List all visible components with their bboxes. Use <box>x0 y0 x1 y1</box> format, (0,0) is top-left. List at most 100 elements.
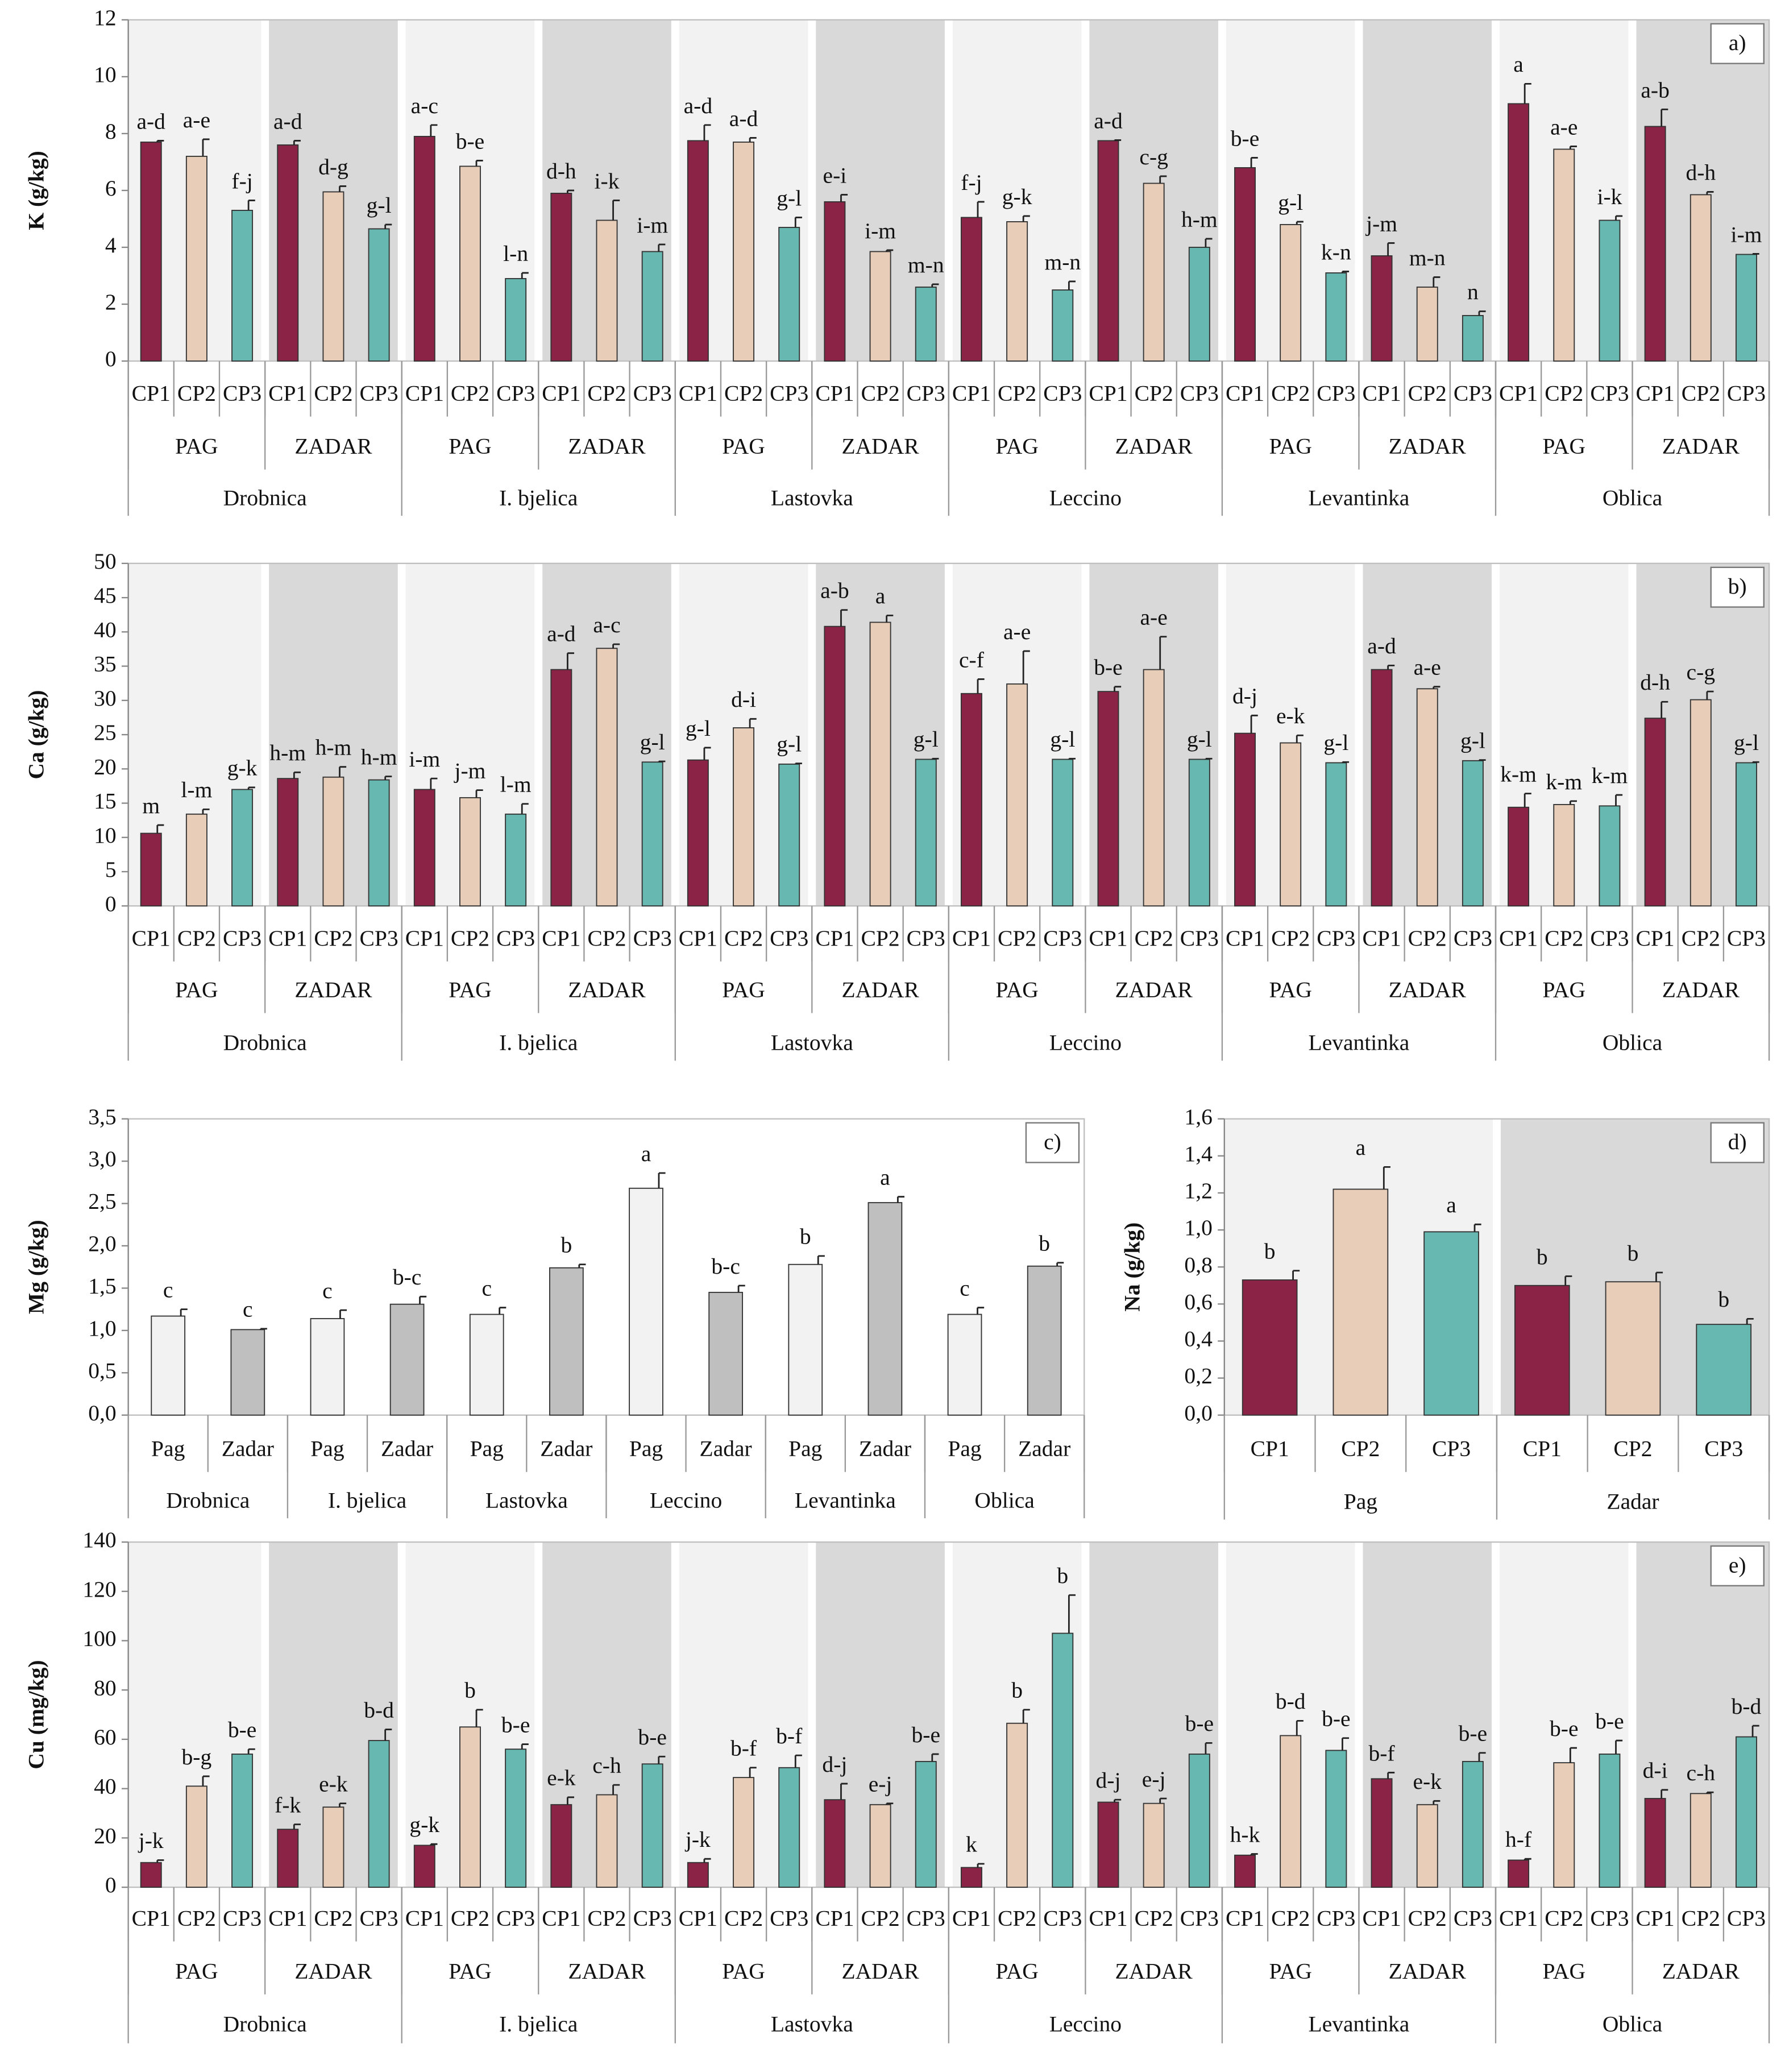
x-tick-label: CP3 <box>1727 381 1766 406</box>
x-group-label: ZADAR <box>1389 434 1467 459</box>
significance-label: d-h <box>1640 670 1670 695</box>
significance-label: g-k <box>1002 184 1032 209</box>
bar <box>824 1799 846 1888</box>
x-tick-label: CP3 <box>360 381 398 406</box>
y-tick-label: 6 <box>105 176 117 201</box>
x-tick-label: CP3 <box>1704 1436 1743 1461</box>
error-bar <box>1751 761 1759 763</box>
bar <box>1553 1762 1575 1888</box>
significance-label: e-k <box>1413 1769 1442 1794</box>
significance-label: j-k <box>138 1828 164 1853</box>
bar <box>1644 718 1666 907</box>
error-bar <box>840 194 848 202</box>
error-bar <box>1615 215 1623 221</box>
significance-label: b-e <box>1185 1711 1214 1736</box>
panel-label-box <box>1710 1545 1765 1586</box>
x-group-label: ZADAR <box>1662 1958 1740 1983</box>
y-tick-label: 10 <box>94 62 117 87</box>
significance-label: b <box>561 1233 572 1258</box>
significance-label: b-f <box>1368 1741 1395 1766</box>
x-tick-label: CP2 <box>861 926 900 951</box>
x-tick-label: CP1 <box>1636 926 1675 951</box>
panel-label: c) <box>1044 1129 1061 1154</box>
error-bar <box>977 1863 985 1868</box>
bar <box>1188 1753 1210 1888</box>
bar <box>687 1862 709 1888</box>
bar <box>1188 759 1210 907</box>
significance-label: b-e <box>1595 1709 1624 1734</box>
significance-label: a-e <box>1414 655 1441 680</box>
x-tick-label: CP1 <box>679 1905 717 1930</box>
bar <box>1644 126 1666 362</box>
significance-label: d-i <box>731 687 756 712</box>
x-group-label: ZADAR <box>568 434 646 459</box>
x-tick-label: CP2 <box>1682 381 1720 406</box>
significance-label: b-e <box>1231 126 1259 151</box>
panel: 0 5 10 15 20 25 30 35 40 45 50 Ca (g/kg) b) m l-m g-k h-… <box>24 549 1770 1061</box>
x-tick-label: Pag <box>470 1436 504 1461</box>
bar <box>867 1202 903 1416</box>
x-tick-label: CP1 <box>1636 381 1675 406</box>
error-bar <box>1524 793 1531 807</box>
significance-label: g-l <box>914 727 939 752</box>
panel: 0,0 0,2 0,4 0,6 0,8 1,0 1,2 1,4 1,6 Na (g/kg) d) b a… <box>1120 1104 1770 1520</box>
x-group-label: PAG <box>995 434 1038 459</box>
bar <box>1553 804 1575 907</box>
x-tick-label: CP3 <box>770 926 808 951</box>
bar <box>1508 806 1530 907</box>
bar <box>1280 1735 1302 1888</box>
x-group-label: ZADAR <box>841 977 919 1002</box>
y-tick-label: 8 <box>105 119 117 144</box>
error-bar <box>1524 83 1531 104</box>
significance-label: e-j <box>869 1771 893 1796</box>
x-tick-label: CP1 <box>405 1905 444 1930</box>
bar <box>1605 1281 1661 1416</box>
bar <box>596 219 618 362</box>
error-bar <box>1433 1800 1441 1805</box>
bar <box>277 144 299 362</box>
significance-label: b-f <box>776 1723 803 1748</box>
significance-label: a-d <box>684 93 713 118</box>
error-bar <box>339 185 347 192</box>
bar <box>824 625 846 907</box>
bar <box>1689 699 1712 907</box>
x-group-label: Pag <box>1344 1489 1378 1514</box>
significance-label: b <box>464 1678 476 1703</box>
x-tick-label: CP1 <box>268 1905 307 1930</box>
error-bar <box>566 189 575 193</box>
error-bar <box>202 138 210 156</box>
x-tick-label: CP2 <box>1341 1436 1380 1461</box>
x-tick-label: CP1 <box>1499 926 1538 951</box>
error-bar <box>202 808 210 814</box>
x-tick-label: Zadar <box>222 1436 274 1461</box>
bar <box>915 759 937 907</box>
error-bar <box>749 1767 757 1778</box>
x-group-label: PAG <box>175 434 218 459</box>
y-tick-label: 140 <box>82 1527 116 1552</box>
significance-label: b-e <box>912 1722 940 1747</box>
bar <box>1462 760 1484 907</box>
bar <box>1371 1778 1393 1888</box>
x-group-label: PAG <box>1269 977 1311 1002</box>
bar <box>550 193 572 362</box>
significance-label: b <box>800 1224 811 1249</box>
x-tick-label: CP2 <box>314 1905 352 1930</box>
bar <box>1242 1279 1298 1416</box>
significance-label: k-m <box>1546 769 1582 794</box>
significance-label: a <box>880 1165 890 1190</box>
x-group-label: PAG <box>995 1958 1038 1983</box>
x-tick-label: CP2 <box>724 1905 763 1930</box>
bar <box>1736 762 1757 907</box>
x-tick-label: CP3 <box>633 1905 672 1930</box>
error-bar <box>612 200 620 221</box>
error-bar <box>521 803 529 814</box>
bar <box>1416 1804 1438 1888</box>
bar <box>1234 1854 1256 1888</box>
x-tick-label: CP2 <box>177 926 216 951</box>
bar <box>960 693 982 907</box>
significance-label: b-e <box>1322 1706 1350 1731</box>
y-tick-label: 0 <box>105 1872 117 1897</box>
x-tick-label: CP1 <box>1362 926 1401 951</box>
error-bar <box>566 1796 575 1805</box>
x-tick-label: CP1 <box>1636 1905 1675 1930</box>
